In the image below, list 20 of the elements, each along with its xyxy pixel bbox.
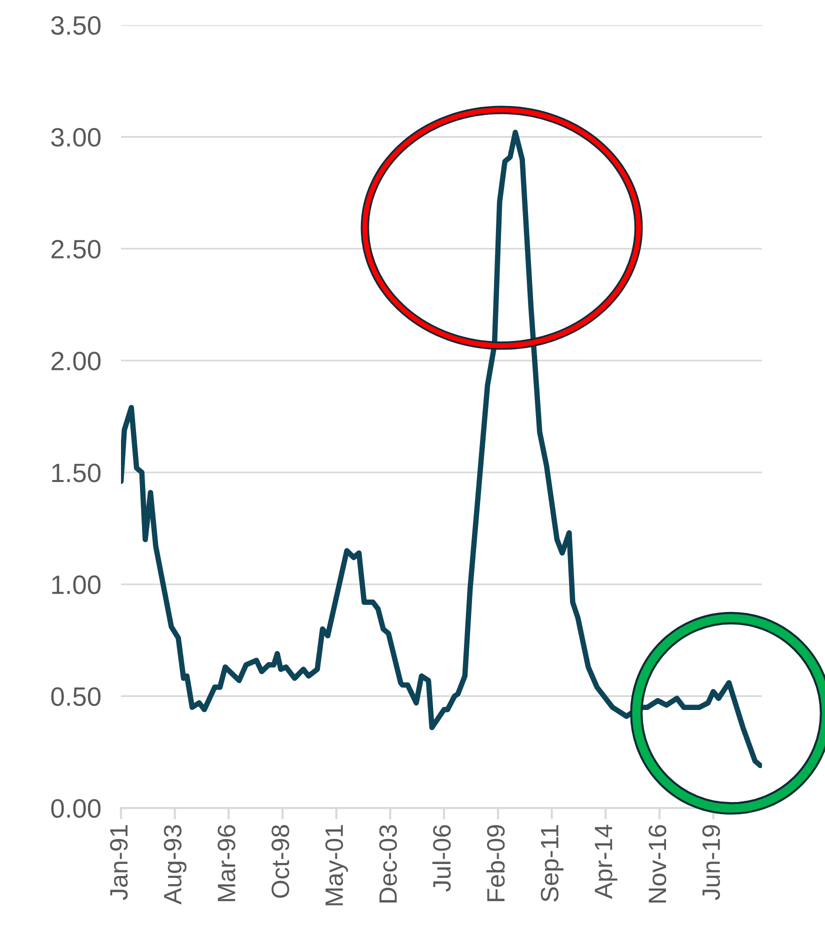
x-tick-label: Aug-93	[164, 825, 186, 905]
x-tick-label: Oct-98	[272, 825, 290, 898]
x-tick-label: Jan-91	[110, 825, 128, 900]
y-tick-label: 2.50	[52, 240, 101, 259]
x-tick-label: May-01	[325, 825, 348, 906]
y-tick-label: 2.00	[52, 352, 101, 370]
y-tick-label: 3.00	[51, 128, 101, 147]
x-tick-label: Nov-16	[648, 825, 666, 903]
x-tick-label: Apr-14	[594, 824, 618, 899]
y-tick-label: 1.00	[52, 575, 101, 594]
y-tick-label: 0.00	[51, 799, 101, 818]
x-tick-label: Jun-19	[702, 825, 720, 900]
y-tick-label: 1.50	[52, 464, 101, 482]
x-tick-label: Feb-09	[486, 825, 505, 902]
x-tick-label: Mar-96	[218, 825, 236, 902]
x-tick-label: Dec-03	[379, 825, 397, 903]
y-tick-label: 3.50	[51, 16, 101, 35]
x-tick-label: Sep-11	[540, 825, 564, 902]
x-tick-label: Jul-06	[432, 825, 451, 892]
y-tick-label: 0.50	[51, 687, 101, 706]
